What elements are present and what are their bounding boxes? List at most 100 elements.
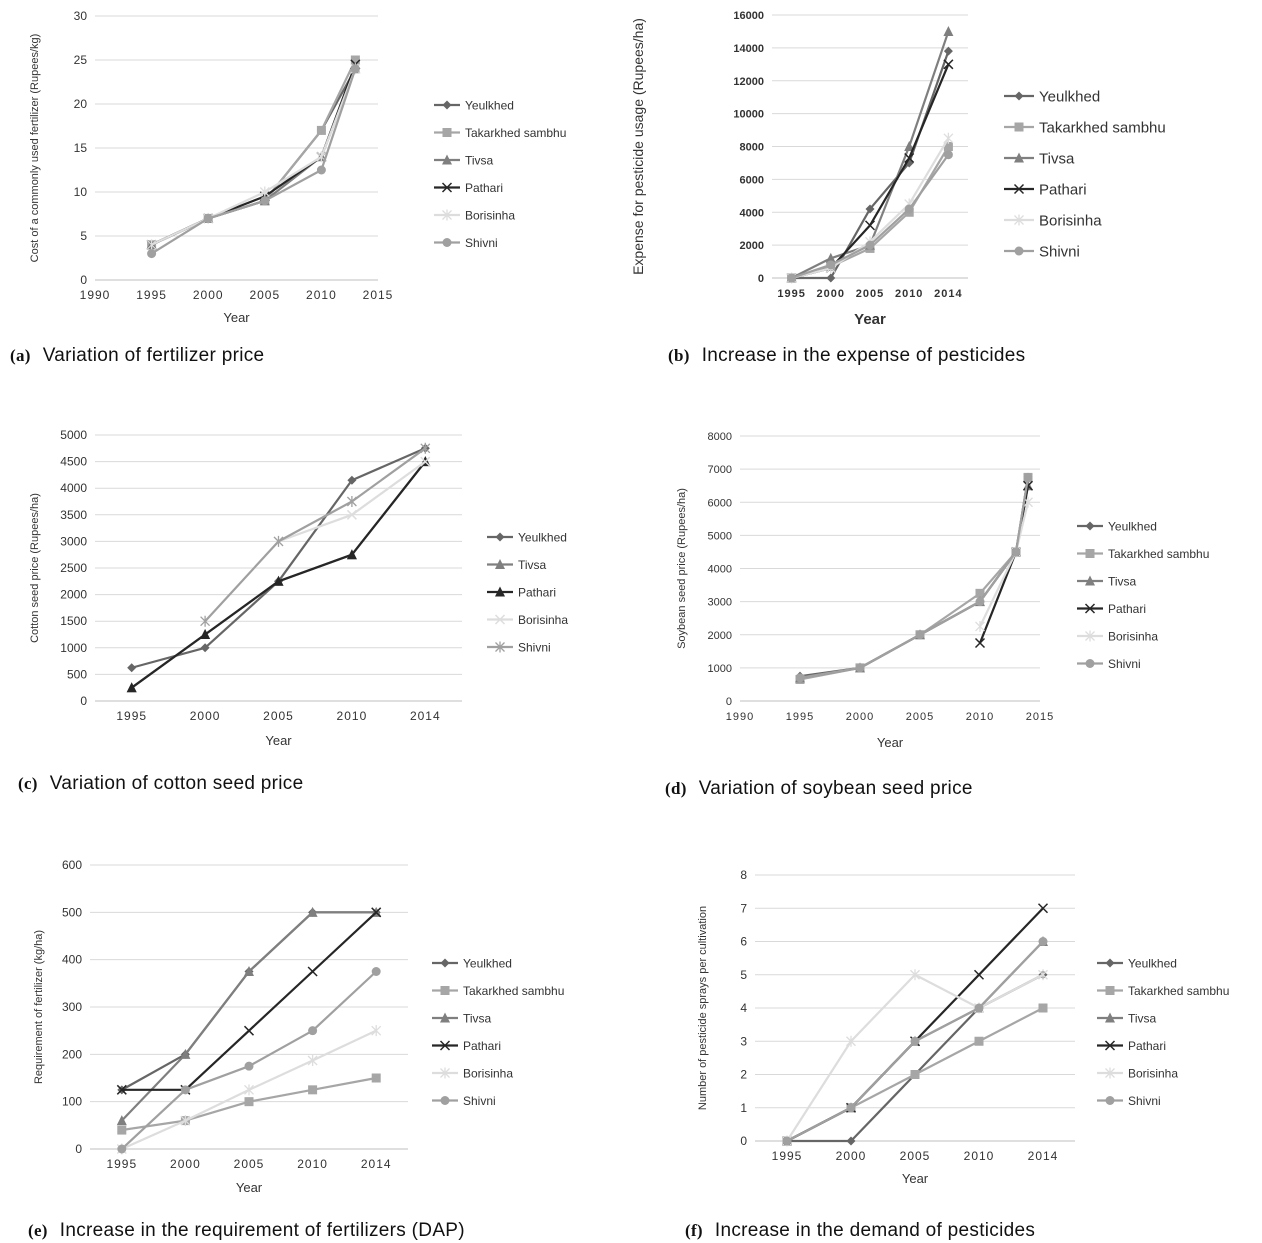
caption-b: (b) Increase in the expense of pesticides xyxy=(668,345,1025,367)
chart-d-line-takarkhed-sambhu xyxy=(799,477,1030,681)
chart-e-y-tick-label: 0 xyxy=(75,1142,82,1156)
chart-e-point-pathari xyxy=(116,1084,127,1095)
chart-b-x-tick-label: 2010 xyxy=(895,288,923,300)
chart-d-y-tick-label: 4000 xyxy=(708,564,732,576)
chart-c-y-tick-label: 4000 xyxy=(60,481,87,495)
chart-d-x-tick-label: 2000 xyxy=(846,711,874,723)
caption-a-text: Variation of fertilizer price xyxy=(42,345,265,366)
chart-d-x-tick-label: 2005 xyxy=(906,711,934,723)
chart-f-y-tick-label: 7 xyxy=(740,901,747,915)
chart-f-point-pathari xyxy=(973,969,985,980)
chart-e-x-tick-label: 2000 xyxy=(170,1157,201,1171)
chart-c-y-tick-label: 1500 xyxy=(60,614,87,628)
chart-a-legend-marker xyxy=(442,238,452,247)
caption-c-label: (c) xyxy=(18,774,38,793)
chart-b-legend-marker xyxy=(1014,152,1024,163)
chart-a-y-tick-label: 15 xyxy=(74,141,88,155)
chart-f-y-tick-label: 3 xyxy=(740,1034,747,1048)
chart-f-point-shivni xyxy=(846,1103,856,1113)
chart-a-legend-label: Pathari xyxy=(465,181,503,195)
chart-e-point-shivni xyxy=(180,1085,190,1095)
chart-a-point-shivni xyxy=(147,249,157,259)
chart-d-x-tick-label: 2015 xyxy=(1026,711,1054,723)
chart-b-legend-marker xyxy=(1013,183,1025,195)
chart-f-legend-item: Takarkhed sambhu xyxy=(1097,984,1229,998)
chart-e-point-tivsa xyxy=(244,966,254,976)
chart-e-legend-label: Tivsa xyxy=(463,1012,492,1026)
caption-f-label: (f) xyxy=(685,1221,703,1240)
chart-d-line-shivni xyxy=(799,477,1030,679)
chart-b-point-yeulkhed xyxy=(865,204,875,214)
chart-f-y-tick-label: 8 xyxy=(740,868,747,882)
chart-a-x-tick-label: 2015 xyxy=(363,288,394,302)
chart-d-y-tick-label: 0 xyxy=(726,696,732,708)
chart-f-legend-item: Tivsa xyxy=(1097,1012,1157,1026)
chart-panel-c: 0 500 1000 1500 2000 2500 3000 3500 4000 4500 5000… xyxy=(0,415,620,755)
caption-a-label: (a) xyxy=(10,346,31,365)
chart-d-x-tick-label: 2010 xyxy=(966,711,994,723)
chart-d-legend-marker xyxy=(1085,549,1095,558)
chart-a-legend-label: Yeulkhed xyxy=(465,99,514,113)
chart-a-legend-label: Borisinha xyxy=(465,209,515,223)
chart-d-y-tick-label: 1000 xyxy=(708,663,732,675)
chart-f-legend-marker xyxy=(1105,1067,1115,1079)
chart-f-legend-item: Shivni xyxy=(1097,1094,1161,1108)
chart-f-y-tick-label: 0 xyxy=(740,1134,747,1148)
chart-panel-b: 0 2000 4000 6000 8000 10000 12000 14000 16000 199… xyxy=(630,0,1262,340)
chart-e-legend-marker xyxy=(440,1012,450,1023)
chart-e-x-tick-label: 2014 xyxy=(361,1157,392,1171)
chart-c-legend-marker xyxy=(494,614,506,625)
chart-f-y-tick-label: 2 xyxy=(740,1068,747,1082)
chart-c-y-tick-label: 500 xyxy=(67,667,87,681)
chart-b-y-axis-label: Expense for pesticide usage (Rupees/ha) xyxy=(630,18,646,275)
chart-e-point-shivni xyxy=(371,967,381,976)
chart-e-legend-item: Pathari xyxy=(432,1039,501,1053)
caption-a: (a) Variation of fertilizer price xyxy=(10,345,264,367)
chart-a-point-shivni xyxy=(203,213,213,223)
chart-a-legend-marker xyxy=(442,209,452,221)
chart-b-legend-label: Tivsa xyxy=(1039,151,1075,168)
chart-e-line-shivni xyxy=(121,970,377,1150)
chart-e-point-tivsa xyxy=(180,1048,191,1059)
caption-c: (c) Variation of cotton seed price xyxy=(18,773,303,795)
chart-f-point-shivni xyxy=(782,1136,792,1146)
chart-d-legend-item: Takarkhed sambhu xyxy=(1077,547,1209,561)
chart-b-y-tick-label: 10000 xyxy=(733,109,764,121)
chart-a-legend-item: Shivni xyxy=(434,236,498,250)
chart-a-point-takarkhed-sambhu xyxy=(316,125,326,135)
chart-c-y-tick-label: 3500 xyxy=(60,508,87,522)
chart-b-point-tivsa xyxy=(825,252,836,263)
chart-b-svg: 0 2000 4000 6000 8000 10000 12000 14000 16000 199… xyxy=(630,10,1166,328)
chart-c-line-pathari xyxy=(131,460,427,689)
chart-e-legend-marker xyxy=(440,1096,450,1105)
chart-b-x-tick-label: 1995 xyxy=(777,288,805,300)
chart-a-y-tick-label: 0 xyxy=(80,273,87,287)
chart-a-x-tick-label: 1990 xyxy=(80,288,111,302)
chart-d-y-tick-label: 8000 xyxy=(708,431,732,443)
chart-b-legend-marker xyxy=(1014,214,1024,226)
chart-f-point-pathari xyxy=(1037,903,1049,914)
chart-b-x-tick-label: 2014 xyxy=(934,288,962,300)
chart-d-y-tick-label: 6000 xyxy=(708,497,732,509)
chart-d-legend-marker xyxy=(1084,603,1096,614)
chart-c-y-tick-label: 1000 xyxy=(60,641,87,655)
chart-e-legend-label: Takarkhed sambhu xyxy=(463,984,564,998)
chart-d-legend-item: Pathari xyxy=(1077,602,1146,616)
chart-c-x-tick-label: 2014 xyxy=(410,709,441,723)
chart-f-y-axis-label: Number of pesticide sprays per cultivati… xyxy=(697,906,709,1110)
chart-e-legend-item: Borisinha xyxy=(432,1067,513,1081)
chart-e-legend-item: Tivsa xyxy=(432,1012,492,1026)
caption-f-text: Increase in the demand of pesticides xyxy=(714,1220,1036,1241)
chart-e-y-tick-label: 400 xyxy=(62,953,82,967)
chart-a-point-takarkhed-sambhu xyxy=(350,55,360,65)
caption-d: (d) Variation of soybean seed price xyxy=(665,778,973,800)
chart-e-y-axis-label: Requirement of fertilizer (kg/ha) xyxy=(33,930,45,1084)
chart-f-line-borisinha xyxy=(786,973,1044,1142)
chart-e-y-tick-label: 600 xyxy=(62,858,82,872)
chart-c-y-tick-label: 4500 xyxy=(60,455,87,469)
chart-d-point-shivni xyxy=(975,597,985,607)
chart-f-x-tick-label: 2000 xyxy=(836,1149,867,1163)
chart-f-legend-label: Yeulkhed xyxy=(1128,957,1177,971)
chart-f-legend-item: Yeulkhed xyxy=(1097,957,1177,971)
chart-a-series-pathari xyxy=(146,59,361,250)
